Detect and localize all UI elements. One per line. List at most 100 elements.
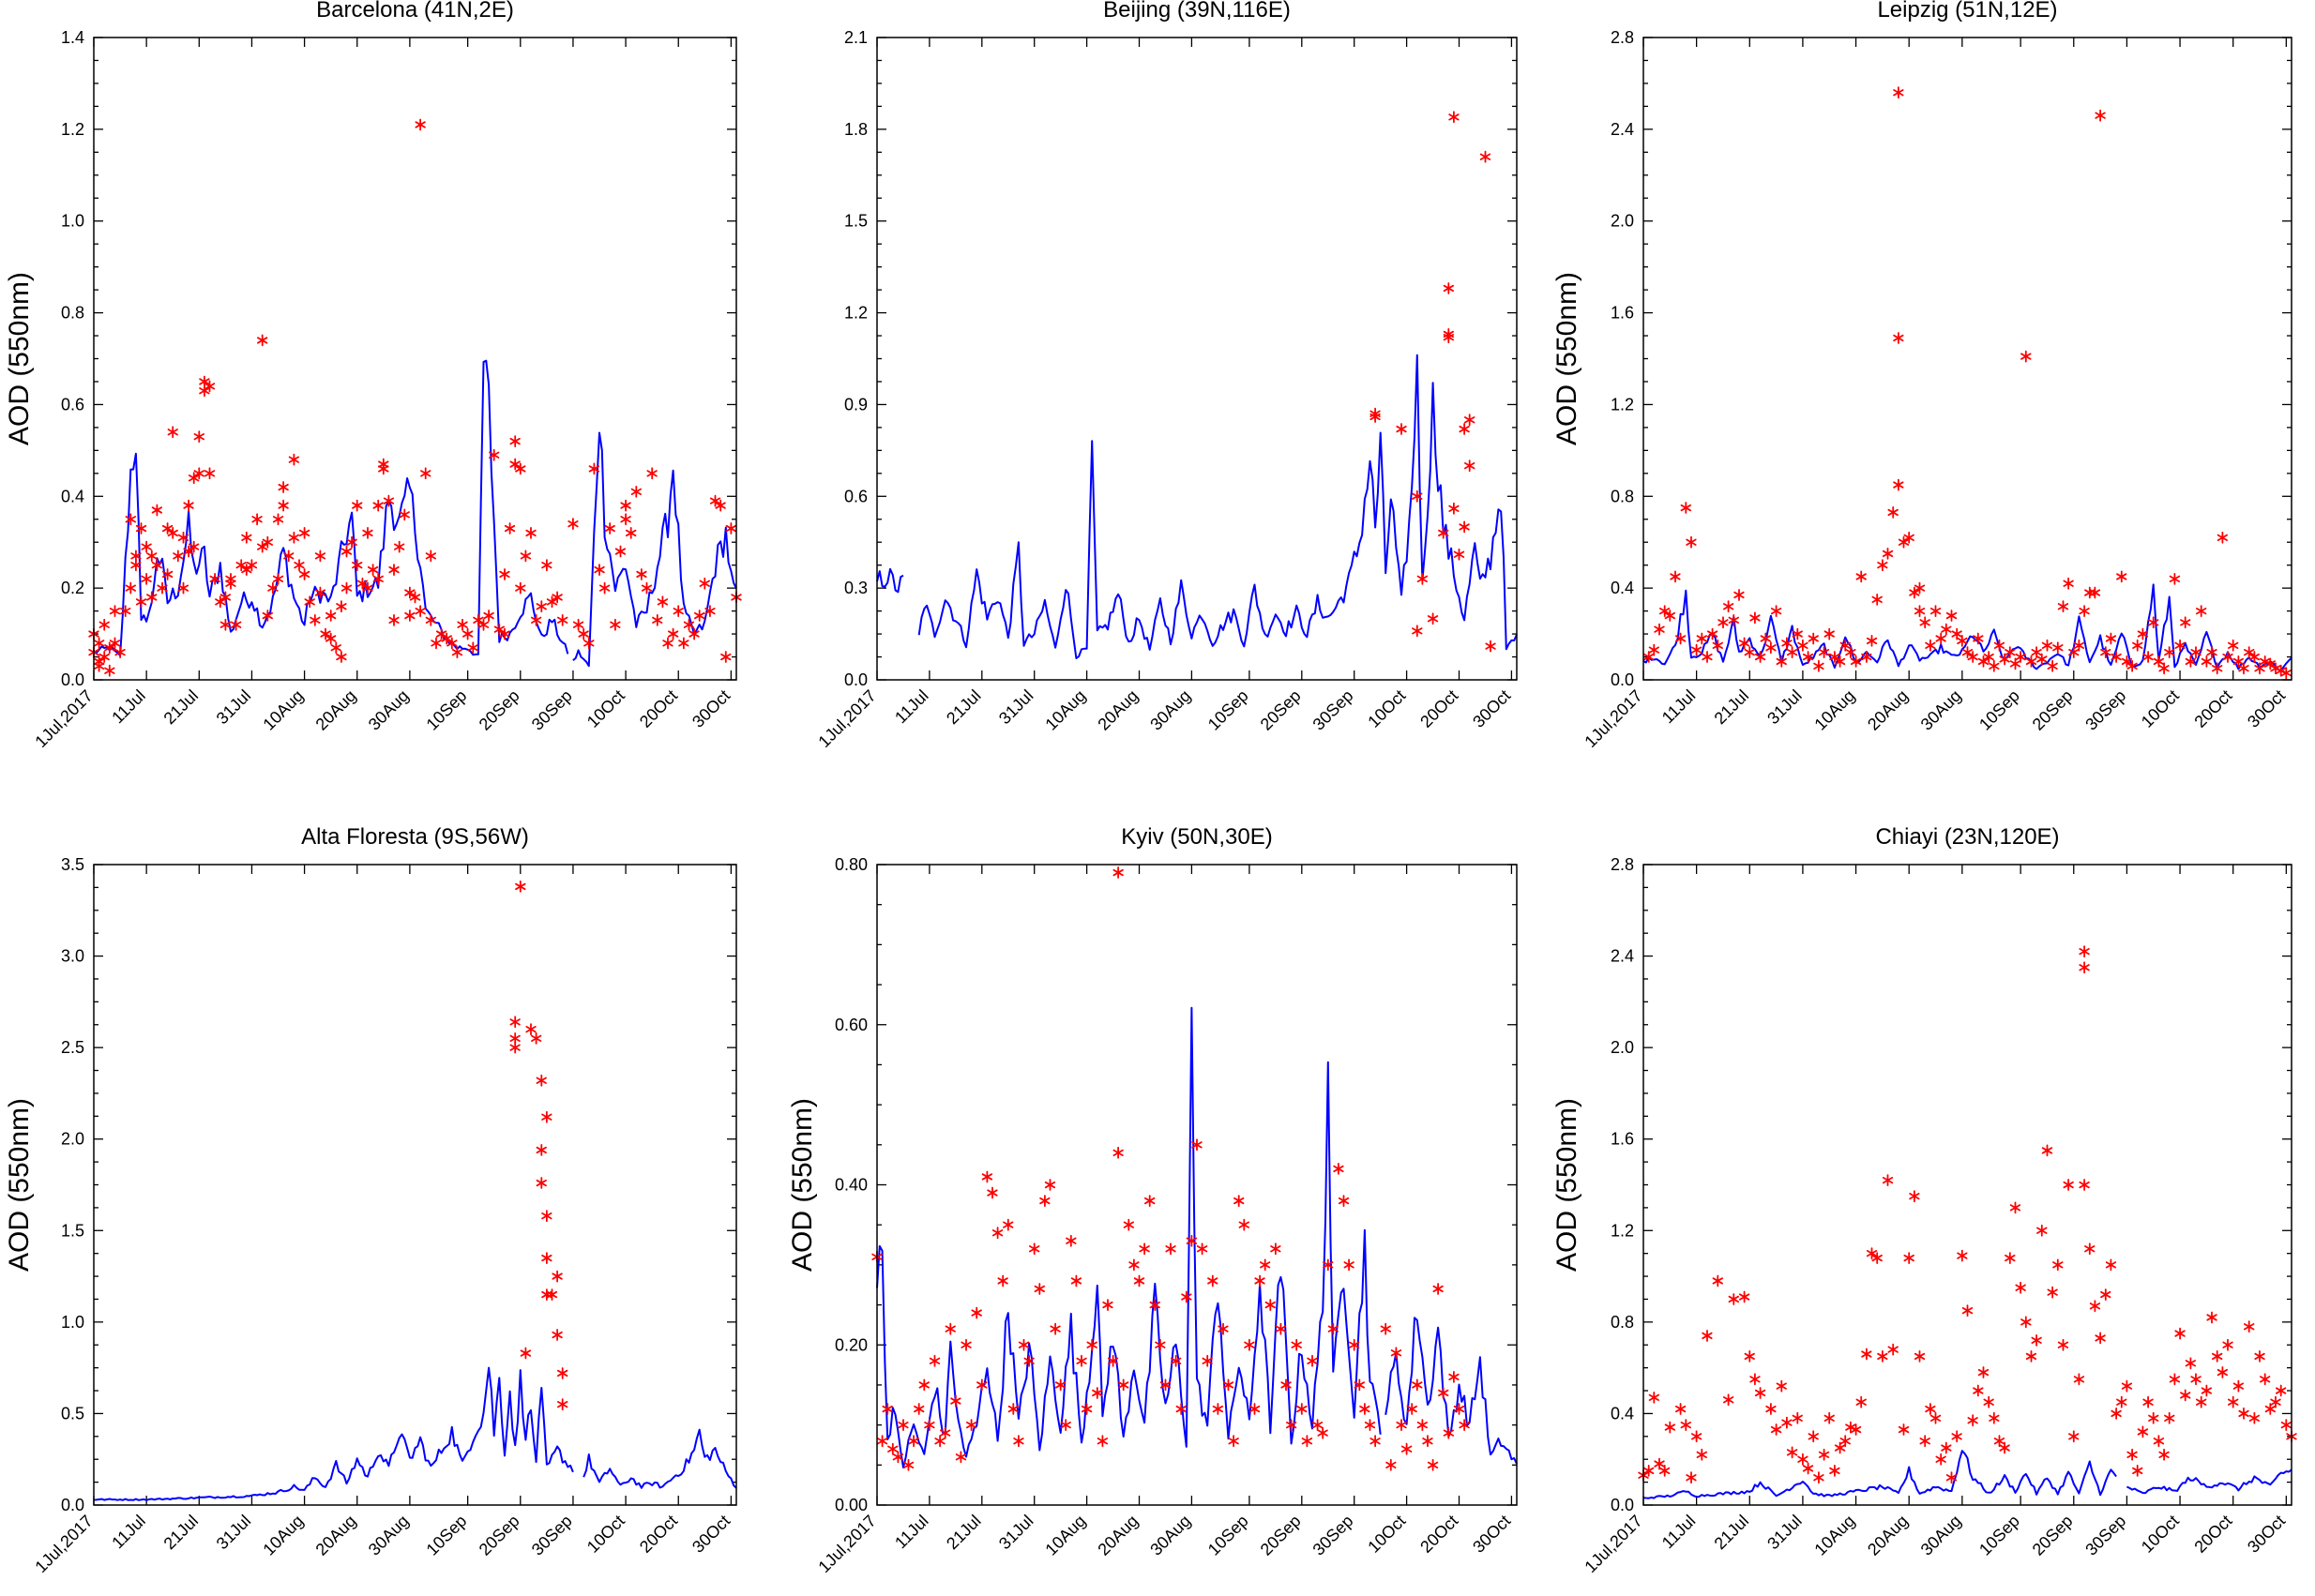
obs-point: [141, 540, 152, 553]
obs-point: [2052, 641, 2064, 655]
obs-point: [1823, 627, 1835, 640]
chart-title: Beijing (39N,116E): [1103, 0, 1291, 23]
obs-point: [1893, 332, 1904, 344]
y-tick-label: 1.2: [844, 304, 868, 323]
obs-point: [2137, 1425, 2149, 1438]
obs-point: [1301, 1435, 1313, 1448]
obs-point: [1280, 1378, 1292, 1392]
x-tick-label: 30Oct: [688, 686, 734, 731]
obs-point: [441, 632, 452, 645]
x-tick-label: 21Jul: [943, 686, 985, 729]
obs-point: [1925, 1403, 1936, 1415]
obs-point: [215, 595, 226, 609]
model-aod-line: [93, 359, 737, 668]
obs-points: [1643, 86, 2292, 680]
obs-point: [1765, 641, 1777, 655]
obs-point: [340, 581, 353, 595]
obs-point: [1664, 610, 1675, 622]
obs-point: [531, 614, 542, 626]
obs-point: [298, 568, 310, 580]
obs-point: [1696, 1448, 1707, 1461]
obs-point: [1696, 632, 1707, 645]
obs-point: [1275, 1322, 1287, 1335]
obs-point: [1935, 1453, 1946, 1466]
obs-point: [2201, 1384, 2213, 1397]
obs-point: [599, 581, 611, 595]
obs-point: [1050, 1322, 1061, 1335]
plot-frame: [876, 864, 1518, 1506]
obs-point: [1951, 627, 1962, 640]
obs-point: [704, 605, 716, 617]
obs-point: [557, 1398, 568, 1411]
obs-point: [715, 499, 726, 512]
obs-point: [388, 564, 400, 576]
y-tick-label: 0.0: [1611, 1496, 1634, 1514]
plot-frame: [93, 864, 737, 1506]
obs-point: [991, 1227, 1004, 1240]
x-tick-label: 30Sep: [2081, 686, 2129, 734]
obs-point: [1983, 1395, 1994, 1408]
obs-point: [304, 595, 315, 609]
obs-point: [626, 527, 637, 539]
obs-point: [525, 1023, 537, 1035]
obs-point: [2116, 1395, 2127, 1408]
y-tick-label: 0.6: [844, 487, 868, 505]
obs-point: [981, 1170, 993, 1183]
obs-point: [393, 540, 405, 553]
model-aod-line: [876, 1006, 1518, 1468]
obs-point: [2142, 651, 2154, 663]
y-tick-label: 2.0: [1611, 212, 1634, 231]
obs-point: [2148, 1411, 2159, 1424]
obs-point: [1855, 1395, 1867, 1408]
x-tick-label: 20Aug: [1094, 1512, 1142, 1559]
obs-point: [1416, 1419, 1428, 1431]
obs-point: [630, 486, 642, 498]
y-tick-label: 2.0: [1611, 1038, 1634, 1057]
obs-point: [114, 646, 126, 658]
obs-point: [1448, 1371, 1460, 1383]
x-tick-label: 11Jul: [108, 1512, 149, 1553]
obs-point: [1887, 1343, 1899, 1356]
obs-point: [1898, 1423, 1910, 1436]
obs-point: [420, 467, 431, 480]
x-tick-label: 31Jul: [1763, 1512, 1806, 1554]
x-tick-label: 11Jul: [108, 686, 149, 728]
obs-point: [2270, 1395, 2281, 1408]
obs-point: [2195, 1395, 2207, 1408]
obs-point: [151, 504, 163, 517]
obs-point: [1380, 1322, 1391, 1335]
obs-point: [1786, 1446, 1798, 1459]
obs-point: [1464, 414, 1475, 427]
x-tick-label: 30Sep: [528, 1512, 576, 1559]
x-tick-label: 10Oct: [1364, 1512, 1409, 1557]
obs-point: [1792, 1411, 1803, 1424]
obs-point: [2264, 657, 2277, 670]
model-aod-line: [93, 1366, 737, 1501]
obs-point: [219, 591, 232, 604]
obs-point: [1191, 1138, 1203, 1152]
obs-point: [314, 550, 326, 563]
obs-point: [2142, 1395, 2154, 1408]
obs-point: [1343, 1258, 1354, 1272]
obs-point: [483, 610, 494, 622]
obs-point: [1013, 1435, 1024, 1448]
x-tick-label: 20Oct: [2190, 1512, 2235, 1557]
obs-point: [572, 618, 584, 631]
obs-point: [1808, 632, 1819, 645]
obs-point: [1993, 639, 2005, 652]
obs-point: [1107, 1354, 1119, 1367]
obs-point: [1659, 1465, 1671, 1477]
obs-point: [283, 550, 295, 563]
obs-point: [1989, 1411, 2000, 1424]
x-tick-label: 20Oct: [636, 1512, 681, 1557]
x-tick-label: 11Jul: [891, 1512, 932, 1553]
obs-point: [183, 499, 194, 512]
model-aod-line: [1642, 1450, 2292, 1499]
obs-point: [1957, 1249, 1968, 1262]
x-tick-label: 31Jul: [213, 1512, 255, 1554]
obs-point: [2185, 655, 2197, 668]
x-tick-label: 20Sep: [476, 1512, 523, 1559]
y-tick-label: 0.0: [61, 1496, 84, 1514]
x-tick-label: 30Aug: [1917, 686, 1965, 734]
obs-point: [1400, 1442, 1413, 1455]
